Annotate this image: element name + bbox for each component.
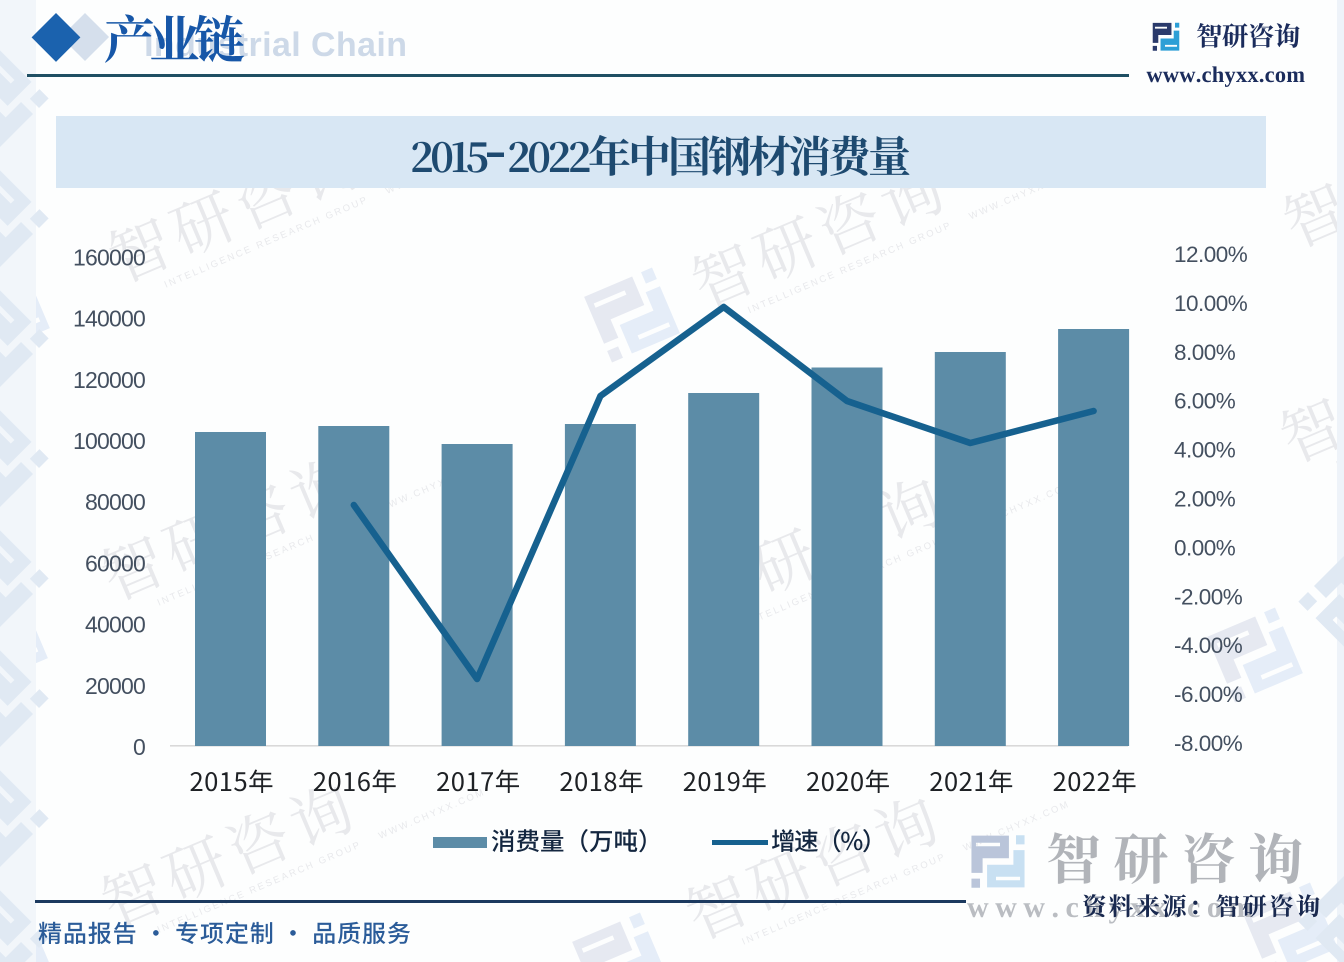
svg-text:140000: 140000 — [73, 306, 145, 332]
svg-text:40000: 40000 — [85, 612, 145, 638]
svg-text:0: 0 — [133, 734, 145, 760]
svg-text:-2.00%: -2.00% — [1174, 584, 1243, 609]
svg-text:-8.00%: -8.00% — [1174, 731, 1243, 756]
svg-text:120000: 120000 — [73, 367, 145, 393]
svg-text:4.00%: 4.00% — [1174, 438, 1236, 463]
svg-text:60000: 60000 — [85, 550, 145, 576]
svg-text:20000: 20000 — [85, 673, 145, 699]
svg-text:0.00%: 0.00% — [1174, 535, 1236, 560]
svg-text:160000: 160000 — [73, 244, 145, 270]
svg-text:100000: 100000 — [73, 428, 145, 454]
svg-text:-6.00%: -6.00% — [1174, 682, 1243, 707]
svg-text:8.00%: 8.00% — [1174, 340, 1236, 365]
svg-text:6.00%: 6.00% — [1174, 389, 1236, 414]
svg-text:-4.00%: -4.00% — [1174, 633, 1243, 658]
svg-text:80000: 80000 — [85, 489, 145, 515]
svg-text:10.00%: 10.00% — [1174, 291, 1248, 316]
svg-text:2.00%: 2.00% — [1174, 487, 1236, 512]
svg-text:12.00%: 12.00% — [1174, 242, 1248, 267]
